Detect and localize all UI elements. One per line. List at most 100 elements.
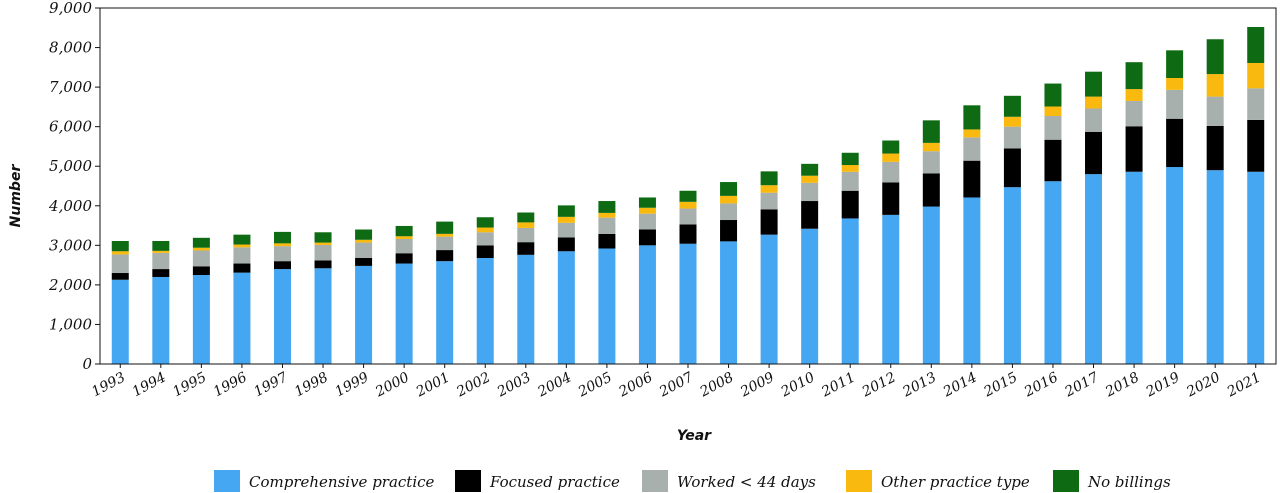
x-tick-label: 2000 xyxy=(372,369,412,400)
x-tick-label: 2015 xyxy=(980,369,1020,400)
x-tick-label: 1994 xyxy=(130,369,169,400)
bar-segment xyxy=(760,171,778,186)
bar-segment xyxy=(192,266,210,275)
bar-segment xyxy=(1003,126,1021,149)
bar-segment xyxy=(760,185,778,193)
bar-segment xyxy=(801,201,819,229)
bar-segment xyxy=(1125,89,1143,101)
bar-segment xyxy=(963,129,981,138)
x-tick-label: 2007 xyxy=(656,369,696,400)
bar-segment xyxy=(355,229,373,240)
bar-segment xyxy=(1166,78,1184,90)
x-tick-label: 2001 xyxy=(413,369,453,400)
bar-segment xyxy=(720,203,738,221)
bar-segment xyxy=(233,234,251,245)
bar-segment xyxy=(1125,171,1143,364)
bar-segment xyxy=(638,229,656,246)
bar-segment xyxy=(192,237,210,248)
bar-segment xyxy=(882,140,900,154)
x-tick-label: 1999 xyxy=(332,369,371,400)
bar-segment xyxy=(841,165,859,172)
x-tick-label: 2020 xyxy=(1183,369,1223,400)
legend-swatch xyxy=(214,470,240,492)
x-axis-title: Year xyxy=(677,428,712,444)
x-tick-label: 2006 xyxy=(615,369,655,400)
y-tick-label: 1,000 xyxy=(49,315,92,333)
bar-segment xyxy=(192,275,210,364)
x-tick-label: 1997 xyxy=(251,369,290,400)
bar-segment xyxy=(152,252,170,270)
bar-segment xyxy=(679,224,697,244)
bar-segment xyxy=(882,214,900,364)
bar-segment xyxy=(233,247,251,264)
x-tick-label: 2013 xyxy=(899,369,939,400)
y-axis-ticks: 0 1,000 2,000 3,000 4,000 5,000 6,000 7,000 8,00… xyxy=(48,0,100,373)
bar-segment xyxy=(841,171,859,191)
bar-segment xyxy=(760,209,778,235)
bar-segment xyxy=(233,272,251,364)
bar-segment xyxy=(1125,62,1143,90)
bar-segment xyxy=(517,222,535,228)
x-tick-label: 2012 xyxy=(859,369,899,400)
x-tick-label: 1993 xyxy=(89,369,128,400)
bar-segment xyxy=(557,216,575,223)
bar-segment xyxy=(1125,126,1143,172)
bar-segment xyxy=(1247,88,1265,120)
bar-segment xyxy=(436,250,454,262)
x-tick-label: 2017 xyxy=(1062,369,1102,400)
bar-segment xyxy=(1085,174,1103,364)
bar-segment xyxy=(273,261,291,270)
bar-segment xyxy=(557,251,575,364)
bar-segment xyxy=(841,152,859,166)
x-tick-label: 1995 xyxy=(170,369,209,400)
x-tick-label: 2003 xyxy=(494,369,534,400)
bar-segment xyxy=(922,151,940,174)
bar-segment xyxy=(638,207,656,214)
y-tick-label: 6,000 xyxy=(49,118,92,136)
bar-segment xyxy=(1044,83,1062,107)
bar-segment xyxy=(314,260,332,269)
bar-segment xyxy=(1166,50,1184,79)
bar-segment xyxy=(476,217,494,228)
bar-segment xyxy=(273,246,291,262)
bar-segment xyxy=(1206,125,1224,171)
bar-segment xyxy=(111,273,129,280)
bar-segment xyxy=(1044,115,1062,140)
bar-segment xyxy=(273,231,291,244)
bar-segment xyxy=(1003,95,1021,117)
bar-segment xyxy=(557,222,575,238)
y-tick-label: 5,000 xyxy=(49,157,92,175)
bar-segment xyxy=(314,242,332,245)
legend-label: Other practice type xyxy=(881,473,1030,491)
x-tick-label: 2002 xyxy=(453,369,493,400)
bar-segment xyxy=(1206,39,1224,75)
bar-segment xyxy=(1247,26,1265,63)
bar-segment xyxy=(395,225,413,237)
bar-segment xyxy=(517,212,535,223)
bar-segment xyxy=(192,250,210,267)
bar-segment xyxy=(1166,89,1184,119)
bar-segment xyxy=(1003,187,1021,364)
bar-segment xyxy=(436,236,454,251)
bar-segment xyxy=(801,182,819,202)
bar-segment xyxy=(1044,139,1062,182)
bar-segment xyxy=(395,263,413,364)
y-tick-label: 3,000 xyxy=(49,236,92,254)
x-tick-label: 2018 xyxy=(1102,369,1142,400)
bar-segment xyxy=(476,245,494,258)
x-axis-ticks: 1993 1994 1995 1996 1997 1998 1999 2000 2001 2002… xyxy=(89,364,1264,401)
bar-segment xyxy=(1003,116,1021,127)
bar-segment xyxy=(395,236,413,240)
y-tick-label: 2,000 xyxy=(48,276,92,294)
bar-segment xyxy=(1166,118,1184,168)
bar-segment xyxy=(233,263,251,273)
x-tick-label: 1998 xyxy=(292,369,331,400)
legend-swatch xyxy=(846,470,872,492)
bar-segment xyxy=(720,241,738,364)
x-tick-label: 2014 xyxy=(940,369,980,400)
bar-segment xyxy=(598,201,616,213)
bar-segment xyxy=(598,233,616,249)
bar-segment xyxy=(720,220,738,242)
bar-segment xyxy=(1085,71,1103,97)
